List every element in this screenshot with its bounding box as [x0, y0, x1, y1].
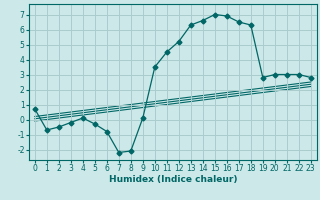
X-axis label: Humidex (Indice chaleur): Humidex (Indice chaleur)	[108, 175, 237, 184]
